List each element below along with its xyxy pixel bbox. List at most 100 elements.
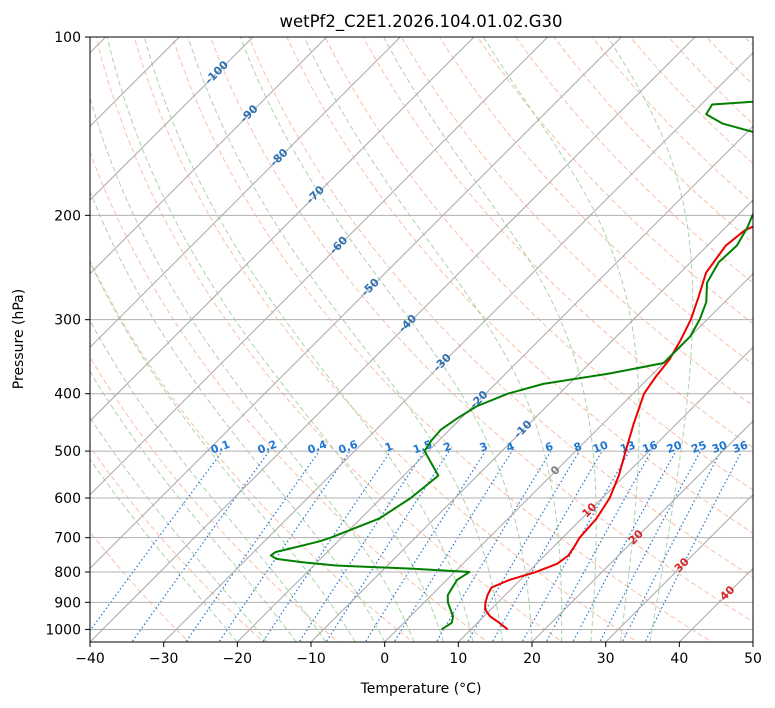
- isotherm-line: [90, 37, 475, 422]
- plot-frame: [89, 36, 754, 643]
- y-axis-ticks: 100 200 300 400 500 600 700 800 900 1000: [45, 30, 90, 638]
- mixing-ratio-line: [599, 450, 702, 642]
- y-tick-label: 800: [54, 565, 81, 581]
- y-tick-label: 300: [54, 313, 81, 329]
- mixing-ratio-label: 3: [478, 440, 490, 455]
- x-tick-label: −20: [223, 651, 253, 667]
- mixing-ratio-line: [466, 450, 580, 642]
- moist-adiabat: [482, 37, 640, 642]
- mixing-ratio-label: 4: [504, 440, 516, 455]
- x-tick-label: −30: [149, 651, 179, 667]
- mixing-ratio-label: 1: [383, 440, 395, 455]
- moist-adiabat: [90, 416, 268, 642]
- y-axis-label: Pressure (hPa): [11, 289, 27, 389]
- isobar-gridlines: [90, 37, 753, 630]
- moist-adiabat: [90, 189, 386, 642]
- isotherm-line: [163, 51, 753, 642]
- mixing-ratio-label: 30: [710, 438, 729, 456]
- mixing-ratio-line: [572, 450, 677, 642]
- y-tick-label: 100: [54, 30, 81, 46]
- y-tick-label: 1000: [45, 622, 81, 638]
- moist-adiabat: [90, 458, 238, 642]
- mixing-ratio-label: 20: [665, 438, 684, 456]
- isotherm-line: [90, 37, 622, 570]
- dewpoint-line: [269, 100, 753, 631]
- dry-adiabat: [744, 37, 753, 47]
- dry-adiabat: [591, 37, 753, 204]
- x-tick-label: 50: [744, 651, 762, 667]
- dry-adiabat: [90, 356, 339, 642]
- mixing-ratio-label: 6: [543, 440, 555, 455]
- dry-adiabat: [171, 37, 713, 642]
- mixing-ratio-labels: 0.1 0.2 0.4 0.6 1 1.5 2 3 4 6 8 10 13 16 20 25 30 36: [209, 438, 750, 457]
- mixing-ratio-line: [218, 450, 351, 642]
- mixing-ratio-line: [621, 450, 722, 642]
- y-tick-label: 600: [54, 491, 81, 507]
- temperature-line: [484, 225, 753, 631]
- y-tick-label: 400: [54, 387, 81, 403]
- mixing-ratio-label: 0.6: [337, 438, 360, 457]
- x-tick-label: 40: [670, 651, 688, 667]
- moist-adiabat: [607, 37, 694, 642]
- x-tick-label: 20: [523, 651, 541, 667]
- moist-adiabat: [106, 37, 445, 642]
- moist-adiabat: [90, 319, 327, 642]
- mixing-ratio-line: [262, 450, 392, 642]
- mixing-ratio-label: 1.5: [411, 438, 434, 457]
- dry-adiabat: [439, 37, 753, 366]
- profile-series: [269, 100, 753, 631]
- y-tick-label: 700: [54, 531, 81, 547]
- isotherm-line: [531, 420, 753, 642]
- isotherm-line: [752, 641, 753, 642]
- moist-adiabat: [239, 37, 533, 642]
- y-tick-label: 200: [54, 208, 81, 224]
- dry-adiabat: [362, 37, 753, 449]
- isotherm-line: [457, 346, 753, 642]
- dry-adiabat: [324, 37, 753, 491]
- mixing-ratio-line: [325, 450, 450, 642]
- mixing-ratio-label: 8: [572, 440, 584, 455]
- mixing-ratio-label: 10: [591, 438, 610, 456]
- moist-adiabat: [90, 260, 356, 642]
- mixing-ratio-line: [393, 450, 513, 642]
- moist-adiabat: [187, 37, 504, 642]
- isotherm-line: [236, 125, 753, 642]
- dry-adiabat: [210, 37, 753, 623]
- x-tick-label: 30: [597, 651, 615, 667]
- dry-adiabat: [90, 150, 489, 642]
- mixing-ratio-label: 0.1: [209, 438, 232, 457]
- moist-adiabat: [303, 37, 563, 642]
- mixing-ratio-label: 0.4: [306, 438, 329, 457]
- x-tick-label: 0: [380, 651, 389, 667]
- mixing-ratio-label: 25: [690, 438, 709, 455]
- plot-area: -100-90-80-70-60-50-40-30-20-10010203040…: [90, 37, 753, 642]
- x-tick-label: −40: [75, 651, 105, 667]
- x-tick-label: −10: [296, 651, 326, 667]
- mixing-ratio-label: 2: [442, 440, 454, 455]
- dry-adiabat: [95, 37, 564, 642]
- moist-adiabat: [90, 370, 297, 642]
- isotherm-line: [310, 199, 753, 642]
- mixing-ratio-label: 36: [731, 438, 750, 456]
- mixing-ratio-line: [185, 450, 320, 642]
- isotherm-line: [90, 37, 254, 201]
- x-tick-label: 10: [449, 651, 467, 667]
- isotherm-line: [90, 37, 549, 496]
- isotherm-line: [90, 37, 328, 275]
- y-tick-label: 500: [54, 444, 81, 460]
- isotherm-line: [90, 37, 696, 642]
- moist-adiabat: [383, 37, 597, 642]
- dry-adiabat: [248, 37, 753, 578]
- mixing-ratio-line: [90, 450, 223, 632]
- mixing-ratio-label: 0.2: [256, 438, 279, 457]
- mixing-ratio-line: [364, 450, 486, 642]
- y-tick-label: 900: [54, 595, 81, 611]
- isotherm-line: [678, 567, 753, 642]
- isotherm-line: [605, 493, 753, 642]
- dry-adiabat: [133, 37, 638, 642]
- mixing-ratio-lines: [90, 450, 743, 642]
- dry-adiabat: [286, 37, 753, 534]
- moist-adiabats: [90, 37, 694, 642]
